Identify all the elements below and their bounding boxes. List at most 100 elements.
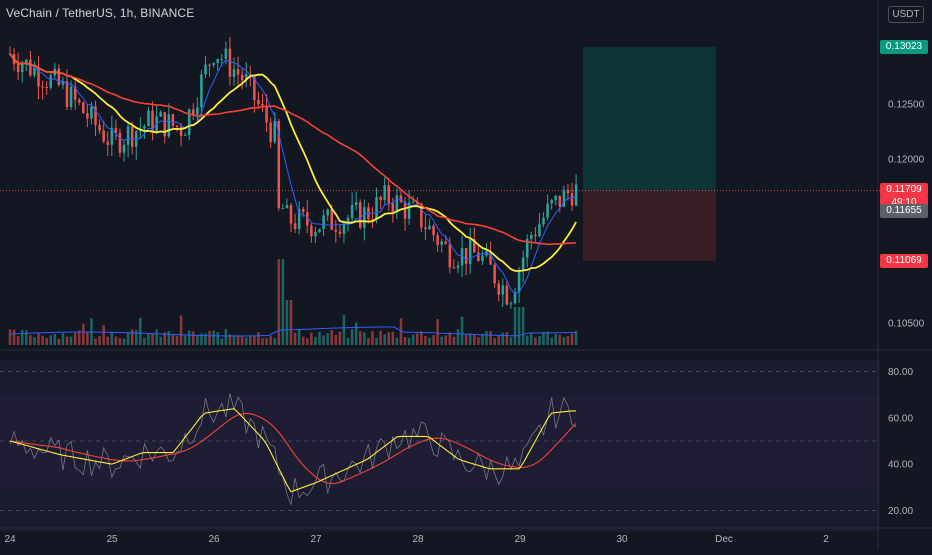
candle-body — [73, 86, 77, 100]
volume-bar — [204, 333, 207, 345]
candle-body — [281, 208, 285, 210]
time-axis-tick: Dec — [715, 534, 733, 545]
volume-bar — [367, 338, 370, 345]
volume-bar — [37, 333, 40, 345]
volume-bar — [363, 332, 366, 345]
volume-bar — [20, 329, 24, 345]
chart-title: VeChain / TetherUS, 1h, BINANCE — [6, 6, 195, 20]
rsi-axis-tick: 20.00 — [888, 506, 913, 517]
candle-body — [208, 64, 211, 66]
candle-body — [192, 109, 195, 115]
volume-bar — [521, 307, 525, 345]
candle-body — [550, 200, 553, 204]
volume-bar — [224, 329, 228, 345]
rsi-fast-line — [9, 408, 577, 493]
candle-body — [200, 74, 203, 108]
candle-body — [570, 193, 574, 206]
candle-body — [277, 120, 281, 209]
candle-body — [265, 105, 268, 123]
time-axis-tick: 25 — [106, 534, 118, 545]
volume-bar — [501, 332, 505, 345]
volume-bar — [73, 332, 77, 345]
candle-body — [61, 81, 65, 85]
volume-bar — [444, 335, 448, 345]
volume-bar — [399, 318, 403, 345]
volume-bar — [179, 315, 183, 345]
candle-body — [517, 270, 521, 293]
candle-body — [196, 107, 199, 115]
rsi-axis-tick: 40.00 — [888, 460, 913, 471]
time-axis-tick: 2 — [823, 534, 829, 545]
candle-body — [485, 251, 488, 256]
candle-body — [244, 74, 248, 81]
candle-body — [403, 202, 407, 219]
volume-bar — [130, 329, 134, 345]
volume-bar — [289, 300, 293, 345]
candle-body — [90, 106, 93, 119]
volume-bar — [538, 336, 541, 345]
volume-bar — [69, 336, 73, 345]
candle-body — [436, 235, 439, 245]
volume-bar — [106, 336, 109, 345]
target-price-tag: 0.13023 — [880, 39, 928, 54]
candle-body — [468, 239, 472, 264]
volume-bar — [460, 316, 464, 345]
candle-body — [513, 292, 517, 304]
volume-bar — [310, 332, 313, 345]
volume-bar — [493, 338, 496, 345]
candle-body — [558, 195, 562, 207]
candle-body — [212, 63, 215, 66]
volume-bar — [277, 259, 281, 345]
candle-body — [98, 124, 101, 131]
price-axis-tick: 0.10500 — [888, 319, 925, 330]
time-axis-tick: 26 — [208, 534, 220, 545]
volume-bar — [306, 338, 309, 345]
volume-bar — [25, 330, 28, 345]
volume-bar — [143, 337, 146, 345]
volume-bar — [139, 317, 142, 345]
candle-body — [293, 223, 297, 229]
volume-bar — [314, 337, 317, 345]
volume-bar — [318, 331, 321, 345]
volume-bar — [379, 330, 382, 345]
candle-body — [29, 59, 32, 76]
currency-button[interactable]: USDT — [888, 6, 924, 23]
volume-bar — [326, 333, 329, 345]
candle-body — [574, 184, 578, 206]
candle-body — [399, 195, 403, 203]
price-axis-tick: 0.12000 — [888, 154, 925, 165]
volume-bar — [354, 322, 358, 345]
volume-bar — [175, 335, 179, 345]
volume-bar — [232, 335, 236, 345]
volume-bar — [192, 331, 195, 345]
volume-bar — [273, 338, 276, 345]
target-zone — [583, 46, 716, 191]
candle-body — [489, 251, 492, 265]
volume-bar — [485, 330, 488, 345]
volume-bar — [253, 335, 256, 345]
candle-body — [501, 285, 505, 295]
candle-body — [334, 229, 338, 232]
candle-body — [285, 205, 289, 209]
candle-body — [534, 235, 537, 237]
volume-bar — [134, 330, 138, 345]
volume-ma-line — [9, 326, 577, 337]
volume-bar — [41, 335, 44, 345]
time-axis-tick: 27 — [310, 534, 322, 545]
candle-body — [464, 248, 468, 264]
volume-bar — [456, 329, 460, 345]
candle-body — [187, 109, 191, 135]
candle-body — [493, 264, 496, 284]
volume-bar — [420, 331, 423, 345]
candle-body — [387, 185, 391, 204]
volume-bar — [371, 331, 374, 345]
volume-bar — [249, 336, 252, 345]
candle-body — [424, 227, 427, 230]
volume-bar — [375, 337, 378, 345]
candle-body — [452, 267, 456, 269]
candle-body — [460, 248, 464, 266]
candle-body — [310, 225, 313, 237]
candle-body — [159, 112, 162, 117]
volume-bar — [208, 330, 211, 345]
